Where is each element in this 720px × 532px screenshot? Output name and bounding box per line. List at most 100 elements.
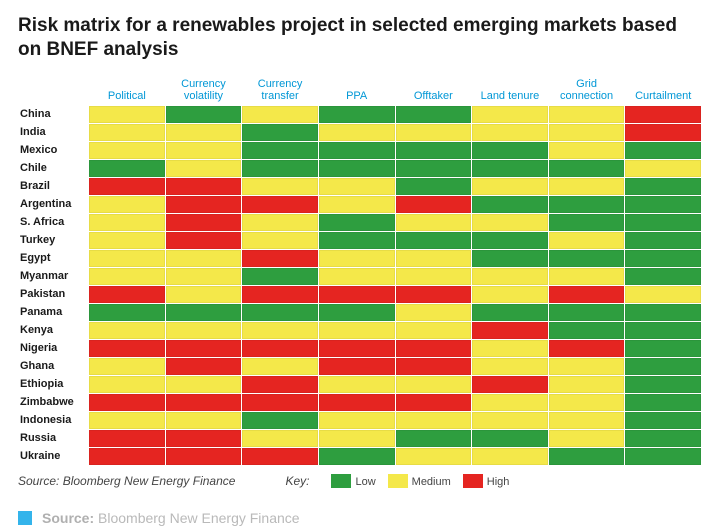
risk-cell (89, 214, 165, 231)
risk-cell (319, 322, 395, 339)
risk-cell (396, 268, 472, 285)
risk-cell (166, 358, 242, 375)
column-header: Grid connection (549, 77, 625, 105)
risk-cell (89, 268, 165, 285)
risk-cell (319, 124, 395, 141)
risk-cell (319, 268, 395, 285)
risk-cell (319, 430, 395, 447)
risk-cell (549, 394, 625, 411)
table-row: Kenya (19, 322, 701, 339)
footer-square-icon (18, 511, 32, 525)
risk-cell (625, 430, 701, 447)
row-header: Russia (19, 430, 88, 447)
risk-cell (625, 286, 701, 303)
risk-cell (242, 178, 318, 195)
risk-cell (625, 142, 701, 159)
risk-matrix: PoliticalCurrency volatilityCurrency tra… (18, 76, 702, 466)
risk-cell (472, 448, 548, 465)
risk-cell (625, 340, 701, 357)
risk-cell (472, 394, 548, 411)
risk-cell (89, 304, 165, 321)
row-header: Myanmar (19, 268, 88, 285)
risk-cell (549, 142, 625, 159)
risk-cell (472, 196, 548, 213)
risk-cell (396, 322, 472, 339)
risk-cell (472, 376, 548, 393)
risk-cell (549, 160, 625, 177)
row-header: Kenya (19, 322, 88, 339)
legend-level-label: Low (355, 476, 375, 488)
risk-cell (396, 124, 472, 141)
risk-cell (472, 340, 548, 357)
risk-cell (396, 142, 472, 159)
risk-cell (549, 376, 625, 393)
row-header: China (19, 106, 88, 123)
table-row: Ghana (19, 358, 701, 375)
risk-cell (549, 214, 625, 231)
risk-cell (166, 286, 242, 303)
risk-cell (549, 124, 625, 141)
risk-cell (625, 196, 701, 213)
risk-cell (625, 124, 701, 141)
risk-cell (396, 232, 472, 249)
risk-cell (472, 358, 548, 375)
row-header: Brazil (19, 178, 88, 195)
risk-cell (242, 448, 318, 465)
column-header: Currency volatility (166, 77, 242, 105)
risk-cell (319, 142, 395, 159)
legend-level-label: Medium (412, 476, 451, 488)
column-header: PPA (319, 77, 395, 105)
risk-cell (89, 448, 165, 465)
table-row: S. Africa (19, 214, 701, 231)
risk-cell (166, 394, 242, 411)
risk-cell (319, 448, 395, 465)
risk-cell (396, 448, 472, 465)
risk-cell (242, 376, 318, 393)
risk-cell (242, 214, 318, 231)
risk-cell (242, 412, 318, 429)
risk-cell (166, 214, 242, 231)
risk-cell (396, 304, 472, 321)
risk-cell (396, 376, 472, 393)
risk-cell (89, 286, 165, 303)
risk-cell (625, 268, 701, 285)
risk-cell (549, 196, 625, 213)
risk-cell (472, 106, 548, 123)
risk-cell (396, 214, 472, 231)
risk-cell (549, 232, 625, 249)
table-row: Zimbabwe (19, 394, 701, 411)
risk-cell (625, 304, 701, 321)
risk-cell (242, 286, 318, 303)
risk-cell (396, 340, 472, 357)
risk-cell (89, 340, 165, 357)
risk-cell (625, 448, 701, 465)
page-title: Risk matrix for a renewables project in … (18, 14, 702, 62)
risk-cell (472, 286, 548, 303)
risk-cell (625, 322, 701, 339)
risk-cell (242, 232, 318, 249)
table-row: Argentina (19, 196, 701, 213)
risk-cell (166, 178, 242, 195)
risk-cell (166, 142, 242, 159)
risk-cell (396, 412, 472, 429)
risk-cell (242, 430, 318, 447)
risk-cell (319, 394, 395, 411)
risk-cell (166, 322, 242, 339)
risk-cell (396, 358, 472, 375)
row-header: Indonesia (19, 412, 88, 429)
table-row: Turkey (19, 232, 701, 249)
risk-cell (319, 358, 395, 375)
risk-cell (472, 214, 548, 231)
risk-cell (549, 412, 625, 429)
footer-source-label: Source: (42, 510, 94, 526)
risk-cell (472, 322, 548, 339)
row-header: Pakistan (19, 286, 88, 303)
row-header: Mexico (19, 142, 88, 159)
risk-cell (625, 160, 701, 177)
risk-cell (472, 250, 548, 267)
risk-cell (319, 250, 395, 267)
legend-swatch (331, 474, 351, 488)
risk-cell (549, 178, 625, 195)
risk-cell (319, 232, 395, 249)
risk-cell (549, 430, 625, 447)
